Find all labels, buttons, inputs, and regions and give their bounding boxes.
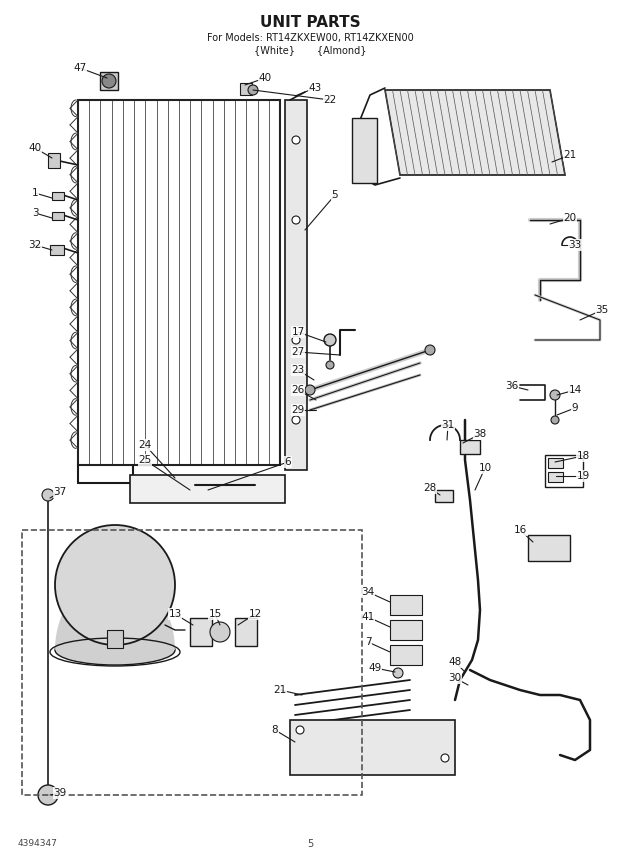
Text: 21: 21 bbox=[273, 685, 286, 695]
Text: 31: 31 bbox=[441, 420, 454, 430]
Bar bbox=[240, 83, 252, 95]
Text: 38: 38 bbox=[474, 429, 487, 439]
Text: 22: 22 bbox=[324, 95, 337, 105]
Text: UNIT PARTS: UNIT PARTS bbox=[260, 15, 360, 29]
Text: 41: 41 bbox=[361, 612, 374, 622]
Text: 33: 33 bbox=[569, 240, 582, 250]
Circle shape bbox=[292, 416, 300, 424]
Circle shape bbox=[55, 525, 175, 645]
Text: 19: 19 bbox=[577, 471, 590, 481]
Bar bbox=[390, 645, 422, 665]
Circle shape bbox=[441, 754, 449, 762]
Text: 16: 16 bbox=[513, 525, 526, 535]
Text: 35: 35 bbox=[595, 305, 609, 315]
Bar bbox=[548, 472, 563, 482]
Text: 18: 18 bbox=[577, 451, 590, 461]
Bar bbox=[190, 618, 212, 646]
Text: 3: 3 bbox=[32, 208, 38, 218]
Text: 26: 26 bbox=[291, 385, 304, 395]
Circle shape bbox=[550, 390, 560, 400]
Bar bbox=[435, 490, 453, 502]
Circle shape bbox=[38, 785, 58, 805]
Bar bbox=[48, 153, 60, 168]
Bar bbox=[285, 100, 307, 470]
Text: 13: 13 bbox=[169, 609, 182, 619]
Bar bbox=[290, 720, 455, 775]
Circle shape bbox=[305, 385, 315, 395]
Bar bbox=[52, 212, 64, 220]
Text: 36: 36 bbox=[505, 381, 518, 391]
Bar bbox=[390, 620, 422, 640]
Bar bbox=[460, 440, 480, 454]
Text: 23: 23 bbox=[291, 365, 304, 375]
Text: 32: 32 bbox=[29, 240, 42, 250]
Bar bbox=[22, 530, 362, 795]
Text: 5: 5 bbox=[332, 190, 339, 200]
Text: 37: 37 bbox=[53, 487, 66, 497]
Bar bbox=[390, 595, 422, 615]
Circle shape bbox=[425, 345, 435, 355]
Circle shape bbox=[248, 85, 258, 95]
Text: 28: 28 bbox=[423, 483, 436, 493]
Circle shape bbox=[292, 336, 300, 344]
Bar bbox=[107, 630, 123, 648]
Text: 43: 43 bbox=[308, 83, 322, 93]
Circle shape bbox=[102, 74, 116, 88]
Bar bbox=[130, 475, 285, 503]
Polygon shape bbox=[385, 90, 565, 175]
Bar bbox=[352, 118, 377, 183]
Circle shape bbox=[42, 489, 54, 501]
Text: 49: 49 bbox=[368, 663, 382, 673]
Text: 34: 34 bbox=[361, 587, 374, 597]
Bar bbox=[545, 455, 583, 487]
Ellipse shape bbox=[55, 635, 175, 665]
Text: 12: 12 bbox=[249, 609, 262, 619]
Text: 25: 25 bbox=[138, 455, 152, 465]
Text: 14: 14 bbox=[569, 385, 582, 395]
Text: 1: 1 bbox=[32, 188, 38, 198]
Circle shape bbox=[292, 136, 300, 144]
Text: 20: 20 bbox=[564, 213, 577, 223]
Circle shape bbox=[210, 622, 230, 642]
Circle shape bbox=[324, 334, 336, 346]
Text: 8: 8 bbox=[272, 725, 278, 735]
Circle shape bbox=[551, 416, 559, 424]
Circle shape bbox=[292, 216, 300, 224]
Bar bbox=[548, 458, 563, 468]
Text: 29: 29 bbox=[291, 405, 304, 415]
Text: For Models: RT14ZKXEW00, RT14ZKXEN00: For Models: RT14ZKXEW00, RT14ZKXEN00 bbox=[206, 33, 414, 43]
Text: 27: 27 bbox=[291, 347, 304, 357]
Text: 6: 6 bbox=[285, 457, 291, 467]
Circle shape bbox=[393, 668, 403, 678]
Text: 39: 39 bbox=[53, 788, 66, 798]
Bar bbox=[528, 535, 570, 561]
Text: 4394347: 4394347 bbox=[18, 840, 58, 848]
Text: 40: 40 bbox=[29, 143, 42, 153]
Circle shape bbox=[326, 361, 334, 369]
Text: 9: 9 bbox=[572, 403, 578, 413]
Text: 5: 5 bbox=[307, 839, 313, 849]
Text: {White}       {Almond}: {White} {Almond} bbox=[254, 45, 366, 55]
Text: 10: 10 bbox=[479, 463, 492, 473]
Bar bbox=[50, 245, 64, 255]
Text: 48: 48 bbox=[448, 657, 462, 667]
Text: 40: 40 bbox=[259, 73, 272, 83]
Bar bbox=[78, 100, 280, 465]
Text: 30: 30 bbox=[448, 673, 461, 683]
Text: 24: 24 bbox=[138, 440, 152, 450]
Bar bbox=[52, 192, 64, 200]
Text: 7: 7 bbox=[365, 637, 371, 647]
Bar bbox=[235, 618, 257, 646]
Circle shape bbox=[296, 726, 304, 734]
Text: 17: 17 bbox=[291, 327, 304, 337]
Text: 15: 15 bbox=[208, 609, 221, 619]
Text: 47: 47 bbox=[73, 63, 87, 73]
Text: 21: 21 bbox=[564, 150, 577, 160]
Bar bbox=[100, 72, 118, 90]
